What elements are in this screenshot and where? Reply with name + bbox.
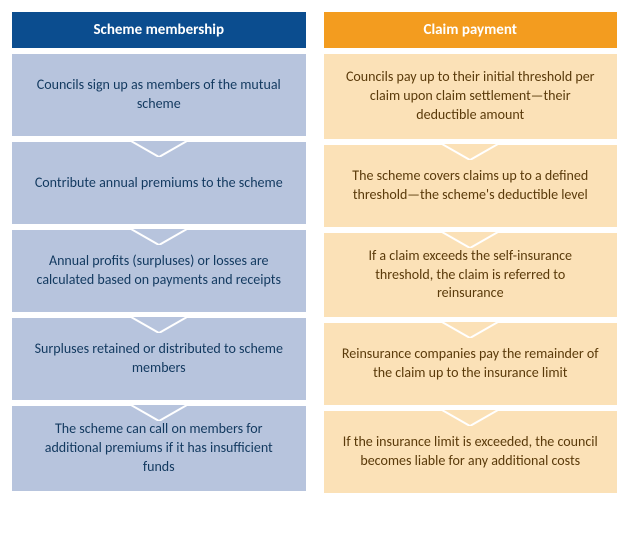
step-text: Councils pay up to their initial thresho…	[342, 68, 600, 125]
chevron-down-icon	[442, 322, 498, 338]
step-membership-4: The scheme can call on members for addit…	[12, 406, 306, 491]
column-claim: Claim payment Councils pay up to their i…	[324, 12, 618, 493]
step-membership-2: Annual profits (surpluses) or losses are…	[12, 230, 306, 312]
step-claim-3: Reinsurance companies pay the remainder …	[324, 323, 618, 405]
chevron-down-icon	[131, 317, 187, 333]
chevron-down-icon	[131, 229, 187, 245]
step-membership-3: Surpluses retained or distributed to sch…	[12, 318, 306, 400]
chevron-down-icon	[442, 144, 498, 160]
column-membership: Scheme membership Councils sign up as me…	[12, 12, 306, 493]
flow-wrap: Scheme membership Councils sign up as me…	[12, 12, 617, 493]
chevron-down-icon	[131, 141, 187, 157]
step-text: Surpluses retained or distributed to sch…	[30, 340, 288, 378]
header-membership: Scheme membership	[12, 12, 306, 48]
step-text: Reinsurance companies pay the remainder …	[342, 345, 600, 383]
chevron-down-icon	[442, 410, 498, 426]
step-text: If the insurance limit is exceeded, the …	[342, 433, 600, 471]
header-claim: Claim payment	[324, 12, 618, 48]
step-text: The scheme can call on members for addit…	[30, 420, 288, 477]
chevron-down-icon	[131, 405, 187, 421]
step-text: Contribute annual premiums to the scheme	[35, 174, 283, 193]
step-claim-0: Councils pay up to their initial thresho…	[324, 54, 618, 139]
step-claim-4: If the insurance limit is exceeded, the …	[324, 411, 618, 493]
step-text: Councils sign up as members of the mutua…	[30, 76, 288, 114]
step-text: Annual profits (surpluses) or losses are…	[30, 252, 288, 290]
step-claim-2: If a claim exceeds the self-insurance th…	[324, 233, 618, 318]
step-membership-0: Councils sign up as members of the mutua…	[12, 54, 306, 136]
chevron-down-icon	[442, 232, 498, 248]
step-membership-1: Contribute annual premiums to the scheme	[12, 142, 306, 224]
step-text: If a claim exceeds the self-insurance th…	[342, 247, 600, 304]
step-text: The scheme covers claims up to a defined…	[342, 167, 600, 205]
step-claim-1: The scheme covers claims up to a defined…	[324, 145, 618, 227]
